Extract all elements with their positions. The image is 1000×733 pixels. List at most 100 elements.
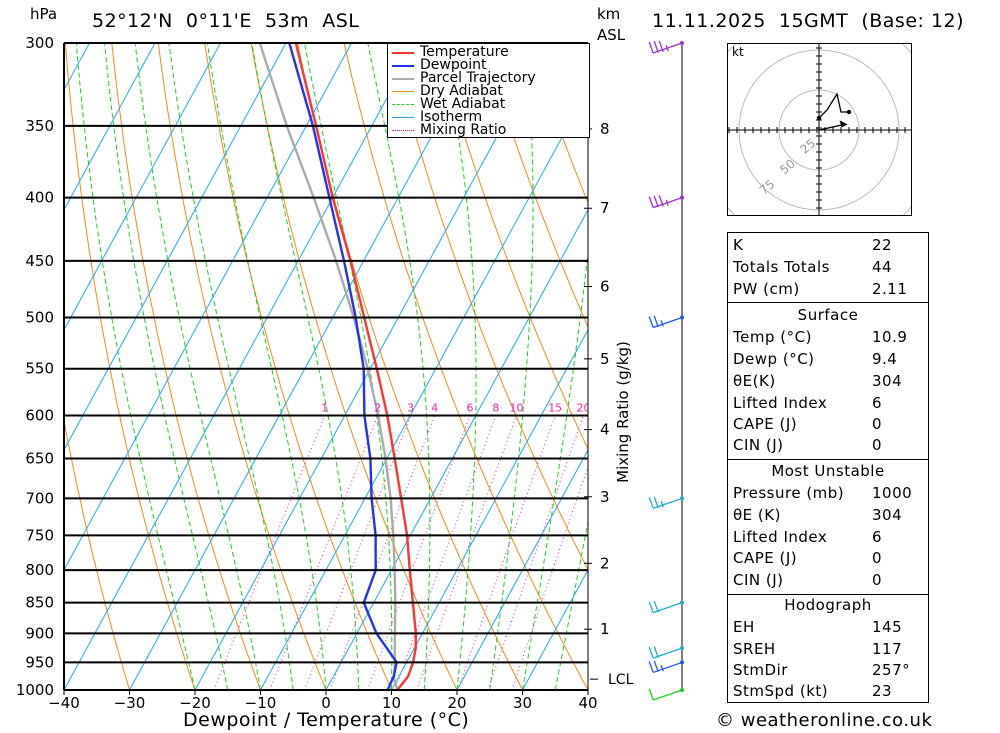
lcl-label: LCL <box>608 672 634 688</box>
datetime-title: 11.11.2025 15GMT (Base: 12) <box>652 10 965 32</box>
mixing-ratio-line <box>511 465 588 690</box>
pressure-tick-label: 1000 <box>16 681 54 699</box>
x-axis-label: Dewpoint / Temperature (°C) <box>183 709 470 731</box>
index-row: Lifted Index 6 <box>728 527 928 548</box>
most-unstable-section-title: Most Unstable <box>771 462 885 480</box>
mixing-ratio-value-label: 15 <box>548 402 562 415</box>
isotherm-line <box>260 88 588 690</box>
mixing-ratio-value-label: 1 <box>321 402 328 415</box>
isotherm-line <box>64 43 418 690</box>
x-tick-label: −40 <box>48 694 80 712</box>
index-row: Lifted Index 6 <box>728 393 928 414</box>
wind-barb-flag <box>648 196 654 208</box>
km-tick-label: 4 <box>600 421 610 439</box>
mixing-ratio-line <box>457 415 556 690</box>
index-value: 0 <box>872 436 883 454</box>
wind-barb-flag <box>648 646 654 659</box>
wind-barb <box>648 40 684 54</box>
pressure-tick-label: 650 <box>25 450 54 468</box>
dry-adiabat-line <box>64 43 196 690</box>
isotherm-line <box>391 328 588 690</box>
legend-label: Isotherm <box>420 109 483 125</box>
legend-label: Mixing Ratio <box>420 122 507 138</box>
section-divider <box>728 594 928 595</box>
hodograph-point <box>816 115 822 121</box>
index-label: CIN (J) <box>733 436 784 454</box>
pressure-tick-label: 400 <box>25 189 54 207</box>
index-label: StmSpd (kt) <box>733 682 829 700</box>
x-tick-label: 10 <box>382 694 401 712</box>
wind-barb-flag <box>648 316 654 328</box>
index-value: 22 <box>872 236 893 254</box>
index-row: CAPE (J) 0 <box>728 414 928 435</box>
mixing-ratio-value-label: 20 <box>577 402 591 415</box>
x-tick-label: 0 <box>321 694 331 712</box>
x-tick-label: 40 <box>578 694 597 712</box>
mixing-ratio-value-label: 8 <box>492 402 499 415</box>
wind-barb-flag <box>653 600 659 613</box>
wind-barb <box>648 195 684 209</box>
wind-barb-flag <box>653 315 659 328</box>
km-tick-label: 7 <box>600 199 610 217</box>
index-value: 0 <box>872 549 883 567</box>
wet-adiabat-line <box>206 43 327 690</box>
index-label: SREH <box>733 640 776 658</box>
km-tick-label: 3 <box>600 488 610 506</box>
isotherm-line <box>522 568 588 690</box>
index-label: θE(K) <box>733 372 776 390</box>
index-value: 6 <box>872 394 883 412</box>
wind-barb-flag <box>653 660 659 673</box>
legend-label: Temperature <box>420 44 509 60</box>
wind-barb-flag <box>648 601 654 613</box>
wind-barb <box>648 600 684 614</box>
x-tick-label: 30 <box>513 694 532 712</box>
hodograph-panel: 25 50 75 kt <box>727 43 912 216</box>
x-tick-label: −30 <box>114 694 146 712</box>
mixing-ratio-line <box>213 415 326 690</box>
isotherm-line <box>64 43 352 571</box>
wind-barb-half-flag <box>660 500 664 508</box>
copyright-footer[interactable]: © weatheronline.co.uk <box>716 710 933 731</box>
index-label: CAPE (J) <box>733 415 798 433</box>
hodograph-ring-label: 25 <box>798 136 819 157</box>
mixing-ratio-line <box>394 415 497 690</box>
wind-barb-half-flag <box>665 44 669 52</box>
wind-barb-flag <box>648 688 654 701</box>
wind-barb-flag <box>658 195 664 207</box>
index-label: K <box>733 236 744 254</box>
mixing-ratio-line <box>366 415 471 690</box>
wind-barb-flag <box>648 661 654 673</box>
mixing-ratio-value-label: 25 <box>599 402 613 415</box>
section-divider <box>728 459 928 460</box>
mixing-ratio-value-label: 6 <box>467 402 474 415</box>
index-value: 257° <box>872 661 911 679</box>
dry-adiabat-line <box>250 43 458 690</box>
dry-adiabat-line <box>111 43 261 690</box>
location-title: 52°12'N 0°11'E 53m ASL <box>92 10 360 32</box>
km-tick-label: 8 <box>600 120 610 138</box>
index-value: 304 <box>872 372 903 390</box>
hodograph-trace <box>818 92 849 119</box>
pressure-tick-label: 700 <box>25 489 54 507</box>
hodograph-point <box>846 109 852 115</box>
wet-adiabat-line <box>554 519 588 690</box>
x-tick-label: 20 <box>447 694 466 712</box>
wet-adiabat-line <box>367 43 431 690</box>
mixing-ratio-value-label: 10 <box>510 402 524 415</box>
index-row: θE(K) 304 <box>728 371 928 392</box>
dewpoint-series-line <box>288 43 398 690</box>
pressure-tick-label: 750 <box>25 526 54 544</box>
index-label: PW (cm) <box>733 280 800 298</box>
pressure-tick-label: 300 <box>25 34 54 52</box>
isotherm-line <box>64 43 156 211</box>
dry-adiabat-line <box>436 43 588 451</box>
index-row: SREH 117 <box>728 639 928 660</box>
dry-adiabat-line <box>389 43 588 571</box>
wet-adiabat-line <box>442 43 477 690</box>
asl-unit-label: ASL <box>597 26 626 44</box>
wind-barb-flag <box>648 41 654 54</box>
wet-adiabat-line <box>104 43 229 690</box>
hodograph-ring-label: 75 <box>757 177 778 198</box>
index-row: K 22 <box>728 235 928 256</box>
hodograph-section-title: Hodograph <box>784 596 872 614</box>
